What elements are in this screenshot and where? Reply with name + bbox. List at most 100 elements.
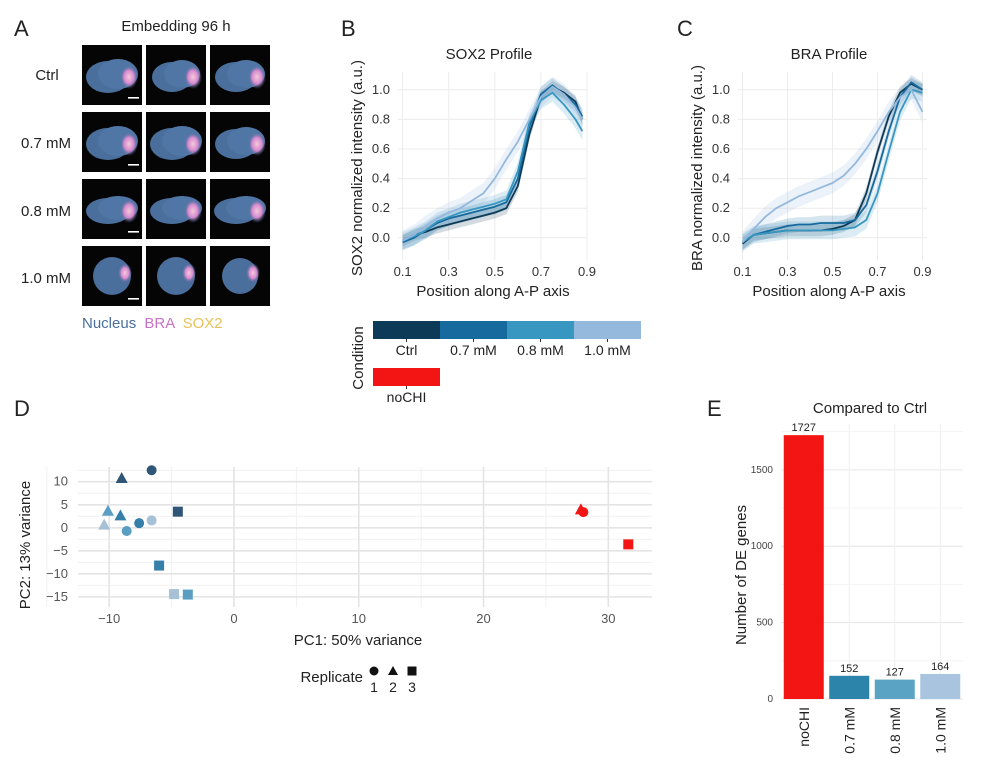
condition-legend-title: Condition bbox=[350, 326, 367, 389]
condition-label: 1.0 mM bbox=[584, 342, 631, 358]
series-band-1.0mM bbox=[742, 79, 923, 253]
y-tick-label: 1.0 bbox=[712, 82, 730, 97]
x-tick-label: 0 bbox=[230, 611, 237, 626]
panel-d-pca: PC1: 50% variance PC2: 13% variance −10 0… bbox=[17, 465, 652, 695]
x-tick-label: 0.8 mM bbox=[887, 707, 903, 754]
condition-label: 0.8 mM bbox=[517, 342, 564, 358]
microscopy-tile bbox=[210, 112, 270, 172]
y-tick-label: −15 bbox=[46, 589, 68, 604]
chart-c-title: BRA Profile bbox=[791, 46, 868, 63]
point-0.7mM-rep3 bbox=[154, 560, 165, 571]
x-tick-label: 0.7 bbox=[868, 264, 886, 279]
chart-b-title: SOX2 Profile bbox=[446, 46, 533, 63]
panel-e-de-genes: Compared to Ctrl Number of DE genes 0 500… bbox=[733, 400, 963, 754]
scale-bar bbox=[128, 97, 139, 99]
row-label-0.8mm: 0.8 mM bbox=[21, 203, 71, 220]
bar-value-label: 152 bbox=[840, 663, 858, 675]
replicate-legend-title: Replicate bbox=[300, 669, 363, 686]
condition-swatch bbox=[507, 321, 574, 339]
microscopy-tile bbox=[210, 246, 270, 306]
replicate-symbol-triangle bbox=[388, 666, 398, 675]
x-tick-label: noCHI bbox=[796, 707, 812, 747]
cell-tip bbox=[182, 263, 196, 283]
cell-tip bbox=[118, 263, 132, 283]
y-tick-label: 0.2 bbox=[372, 200, 390, 215]
x-tick-label: 0.5 bbox=[486, 264, 504, 279]
condition-label: Ctrl bbox=[396, 342, 418, 358]
point-0.7mM-rep1 bbox=[134, 518, 145, 529]
condition-swatch bbox=[373, 368, 440, 386]
condition-swatch bbox=[440, 321, 507, 339]
panel-a-stain-legend: Nucleus BRA SOX2 bbox=[82, 315, 223, 332]
scale-bar bbox=[128, 298, 139, 300]
point-0.8mM-rep1 bbox=[121, 526, 132, 537]
cell-tip bbox=[120, 65, 138, 89]
series-line-1.0mM bbox=[402, 85, 584, 242]
legend-bra: BRA bbox=[144, 315, 175, 332]
condition-swatch bbox=[373, 321, 440, 339]
microscopy-tile bbox=[210, 45, 270, 105]
condition-swatch bbox=[574, 321, 641, 339]
point-1.0mM-rep1 bbox=[146, 515, 157, 526]
y-tick-label: 1500 bbox=[751, 465, 774, 476]
panel-a-title: Embedding 96 h bbox=[121, 18, 230, 35]
cell-tip bbox=[248, 65, 266, 89]
condition-label: 0.7 mM bbox=[450, 342, 497, 358]
bar-value-label: 1727 bbox=[792, 422, 816, 434]
bar-value-label: 127 bbox=[886, 667, 904, 679]
panel-b-sox2-profile: SOX2 Profile Position along A-P axis SOX… bbox=[349, 46, 596, 300]
point-noCHI-rep2 bbox=[574, 503, 587, 515]
panel-letter-a: A bbox=[14, 16, 29, 41]
replicate-label: 3 bbox=[408, 679, 416, 695]
panel-letter-d: D bbox=[14, 396, 30, 421]
chart-b-xlabel: Position along A-P axis bbox=[416, 283, 569, 300]
chart-d-xlabel: PC1: 50% variance bbox=[294, 632, 422, 649]
y-tick-label: 0.6 bbox=[712, 141, 730, 156]
row-label-0.7mm: 0.7 mM bbox=[21, 135, 71, 152]
replicate-symbol-square bbox=[407, 666, 417, 676]
microscopy-tile bbox=[146, 45, 206, 105]
panel-a-microscopy: Embedding 96 h Ctrl 0.7 mM 0.8 mM 1.0 mM… bbox=[21, 18, 270, 332]
x-tick-label: 10 bbox=[352, 611, 366, 626]
condition-legend: Condition Ctrl 0.7 mM 0.8 mM 1.0 mM noCHI bbox=[350, 321, 641, 405]
bar-0.7mM bbox=[829, 675, 870, 699]
series-line-0.8mM bbox=[742, 88, 923, 243]
x-tick-label: 0.9 bbox=[913, 264, 931, 279]
y-tick-label: 0.0 bbox=[372, 230, 390, 245]
bar-value-label: 164 bbox=[931, 661, 949, 673]
x-tick-label: 0.1 bbox=[394, 264, 412, 279]
microscopy-tile bbox=[82, 45, 142, 105]
cell-tip bbox=[184, 199, 202, 223]
point-1.0mM-rep2 bbox=[98, 518, 111, 530]
x-tick-label: 0.7 bbox=[532, 264, 550, 279]
x-tick-label: 1.0 mM bbox=[932, 707, 948, 754]
chart-e-title: Compared to Ctrl bbox=[813, 400, 927, 417]
replicate-label: 2 bbox=[389, 679, 397, 695]
microscopy-tile bbox=[146, 246, 206, 306]
legend-sox2: SOX2 bbox=[183, 315, 223, 332]
bar-1.0mM bbox=[920, 673, 961, 699]
series-band-1.0mM bbox=[402, 76, 583, 252]
y-tick-label: 500 bbox=[756, 618, 773, 629]
cell-tip bbox=[248, 132, 266, 156]
y-tick-label: 1.0 bbox=[372, 82, 390, 97]
panel-c-bra-profile: BRA Profile Position along A-P axis BRA … bbox=[689, 46, 932, 300]
microscopy-tile bbox=[146, 179, 206, 239]
y-tick-label: 0.6 bbox=[372, 141, 390, 156]
point-Ctrl-rep1 bbox=[146, 465, 157, 476]
scale-bar bbox=[128, 164, 139, 166]
y-tick-label: 10 bbox=[54, 474, 68, 489]
y-tick-label: 0.4 bbox=[712, 171, 730, 186]
point-0.8mM-rep3 bbox=[182, 589, 193, 600]
point-0.8mM-rep2 bbox=[101, 504, 114, 516]
microscopy-tile bbox=[82, 246, 142, 306]
y-tick-label: −10 bbox=[46, 566, 68, 581]
series-line-0.7mM bbox=[742, 81, 923, 243]
row-label-ctrl: Ctrl bbox=[35, 67, 58, 84]
chart-e-ylabel: Number of DE genes bbox=[733, 505, 750, 645]
panel-letter-c: C bbox=[677, 16, 693, 41]
scale-bar bbox=[128, 231, 139, 233]
series-line-1.0mM bbox=[741, 88, 924, 243]
cell-tip bbox=[120, 132, 138, 156]
microscopy-tile bbox=[82, 112, 142, 172]
